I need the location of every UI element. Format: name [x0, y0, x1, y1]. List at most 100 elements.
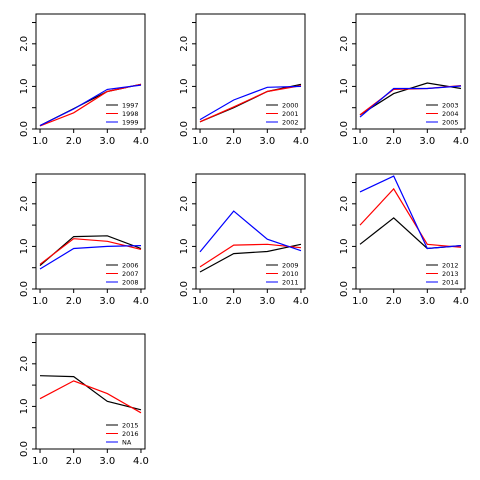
legend-label: 2012 [442, 261, 459, 269]
x-tick-label: 3.0 [259, 136, 275, 147]
legend-label: 2011 [282, 278, 299, 286]
series-line-2008 [39, 245, 142, 270]
x-tick-label: 4.0 [133, 456, 149, 467]
y-tick-label: 1.0 [19, 398, 30, 414]
y-tick-label: 0.0 [179, 281, 190, 297]
legend-label: 2005 [442, 118, 459, 126]
legend-label: 2001 [282, 110, 299, 118]
series-line-2011 [199, 210, 302, 253]
series-line-2009 [199, 243, 302, 273]
x-tick-label: 4.0 [453, 136, 469, 147]
x-tick-label: 3.0 [99, 136, 115, 147]
plot-frame [195, 173, 306, 290]
legend-label: 1998 [122, 110, 139, 118]
x-tick-label: 2.0 [226, 136, 242, 147]
legend-label: 2015 [122, 421, 139, 429]
legend-label: 2003 [442, 101, 459, 109]
series-line-2005 [359, 85, 462, 118]
x-tick-label: 1.0 [192, 296, 208, 307]
plot-frame [195, 13, 306, 130]
legend-label: 1999 [122, 118, 139, 126]
legend-label: 2002 [282, 118, 299, 126]
x-tick-label: 1.0 [352, 136, 368, 147]
x-tick-label: 2.0 [66, 136, 82, 147]
plot-frame [35, 333, 146, 450]
x-tick-label: 1.0 [32, 136, 48, 147]
plot-frame [355, 13, 466, 130]
y-tick-label: 1.0 [179, 78, 190, 94]
x-tick-label: 4.0 [293, 296, 309, 307]
y-tick-label: 0.0 [19, 281, 30, 297]
series-line-2012 [359, 217, 462, 250]
plot-frame [35, 173, 146, 290]
y-tick-label: 0.0 [179, 121, 190, 137]
y-tick-label: 0.0 [339, 121, 350, 137]
x-tick-label: 3.0 [419, 136, 435, 147]
y-tick-label: 2.0 [19, 36, 30, 52]
legend-label: NA [122, 438, 132, 446]
y-tick-label: 0.0 [19, 441, 30, 457]
series-line-2010 [199, 243, 302, 268]
y-tick-label: 2.0 [179, 36, 190, 52]
x-tick-label: 2.0 [226, 296, 242, 307]
y-tick-label: 2.0 [339, 36, 350, 52]
x-tick-label: 1.0 [32, 456, 48, 467]
x-tick-label: 2.0 [66, 296, 82, 307]
x-tick-label: 1.0 [32, 296, 48, 307]
legend-label: 2004 [442, 110, 459, 118]
x-tick-label: 2.0 [66, 456, 82, 467]
legend-label: 2010 [282, 270, 299, 278]
legend-label: 2013 [442, 270, 459, 278]
legend-label: 2009 [282, 261, 299, 269]
y-tick-label: 2.0 [179, 196, 190, 212]
series-line-2007 [39, 238, 142, 265]
y-tick-label: 1.0 [179, 238, 190, 254]
y-tick-label: 0.0 [19, 121, 30, 137]
legend-label: 2000 [282, 101, 299, 109]
x-tick-label: 3.0 [259, 296, 275, 307]
x-tick-label: 4.0 [133, 136, 149, 147]
x-tick-label: 3.0 [99, 456, 115, 467]
legend-label: 1997 [122, 101, 139, 109]
y-tick-label: 1.0 [19, 238, 30, 254]
y-tick-label: 1.0 [19, 78, 30, 94]
x-tick-label: 2.0 [386, 296, 402, 307]
series-line-1999 [39, 84, 142, 127]
series-line-2015 [39, 375, 142, 411]
series-line-2014 [359, 175, 462, 250]
x-tick-label: 3.0 [99, 296, 115, 307]
legend-label: 2014 [442, 278, 459, 286]
y-tick-label: 2.0 [339, 196, 350, 212]
plot-frame [355, 173, 466, 290]
series-line-2016 [39, 380, 142, 414]
x-tick-label: 1.0 [192, 136, 208, 147]
legend-label: 2006 [122, 261, 139, 269]
series-line-2013 [359, 187, 462, 248]
x-tick-label: 4.0 [453, 296, 469, 307]
y-tick-label: 2.0 [19, 196, 30, 212]
y-tick-label: 1.0 [339, 238, 350, 254]
series-line-1998 [39, 83, 142, 127]
plot-frame [35, 13, 146, 130]
x-tick-label: 4.0 [293, 136, 309, 147]
y-tick-label: 0.0 [339, 281, 350, 297]
x-tick-label: 4.0 [133, 296, 149, 307]
x-tick-label: 3.0 [419, 296, 435, 307]
legend-label: 2007 [122, 270, 139, 278]
legend-label: 2008 [122, 278, 139, 286]
x-tick-label: 1.0 [352, 296, 368, 307]
x-tick-label: 2.0 [386, 136, 402, 147]
series-line-2002 [199, 85, 302, 121]
y-tick-label: 1.0 [339, 78, 350, 94]
legend-label: 2016 [122, 430, 139, 438]
y-tick-label: 2.0 [19, 356, 30, 372]
series-line-2001 [199, 85, 302, 123]
